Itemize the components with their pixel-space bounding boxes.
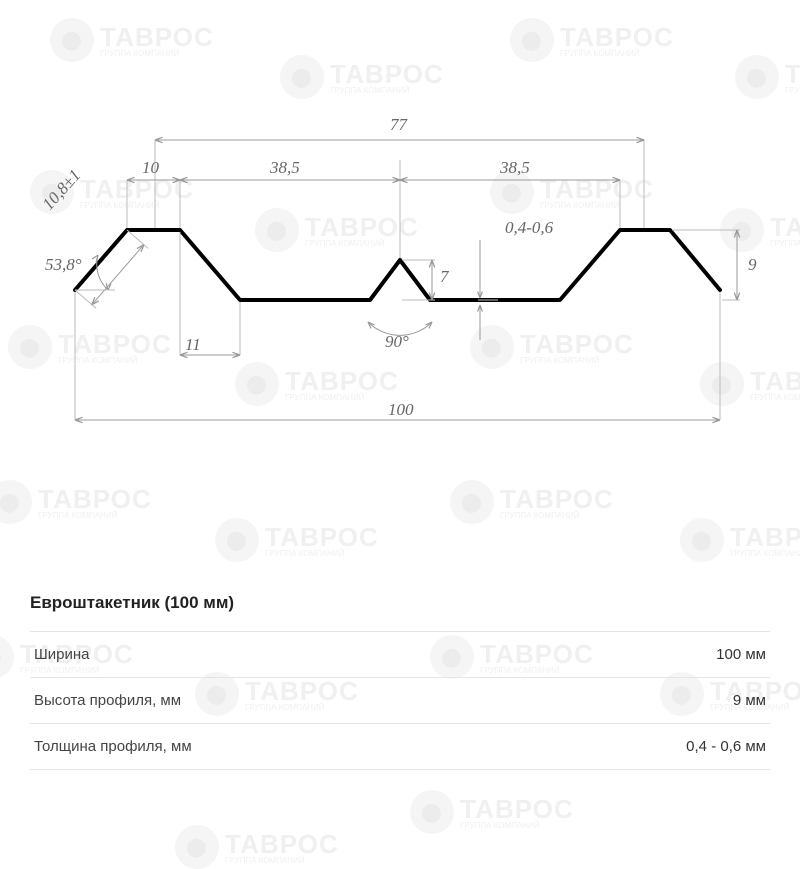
- diagram-svg: [0, 0, 800, 560]
- dim-bottom-gap: 11: [185, 335, 201, 355]
- spec-label: Толщина профиля, мм: [34, 738, 192, 755]
- spec-row: Высота профиля, мм 9 мм: [30, 677, 770, 723]
- spec-value: 0,4 - 0,6 мм: [686, 738, 766, 755]
- spec-row: Толщина профиля, мм 0,4 - 0,6 мм: [30, 723, 770, 770]
- spec-label: Ширина: [34, 646, 89, 663]
- spec-label: Высота профиля, мм: [34, 692, 181, 709]
- spec-value: 100 мм: [716, 646, 766, 663]
- dim-left-angle: 53,8°: [45, 255, 82, 275]
- technical-diagram: 77 38,5 38,5 10 10,8±1 53,8° 11 7 90° 0,…: [0, 0, 800, 560]
- dim-flat-top: 10: [142, 158, 159, 178]
- dim-right-h: 9: [748, 255, 757, 275]
- dim-center-angle: 90°: [385, 332, 409, 352]
- spec-title: Евроштакетник (100 мм): [30, 593, 770, 613]
- spec-value: 9 мм: [733, 692, 766, 709]
- dim-thickness: 0,4-0,6: [505, 218, 553, 238]
- dim-half1: 38,5: [270, 158, 300, 178]
- spec-row: Ширина 100 мм: [30, 631, 770, 677]
- spec-table: Евроштакетник (100 мм) Ширина 100 мм Выс…: [30, 593, 770, 770]
- dim-total-w: 100: [388, 400, 414, 420]
- dim-center-h: 7: [440, 267, 449, 287]
- dim-half2: 38,5: [500, 158, 530, 178]
- dim-top-span: 77: [390, 115, 407, 135]
